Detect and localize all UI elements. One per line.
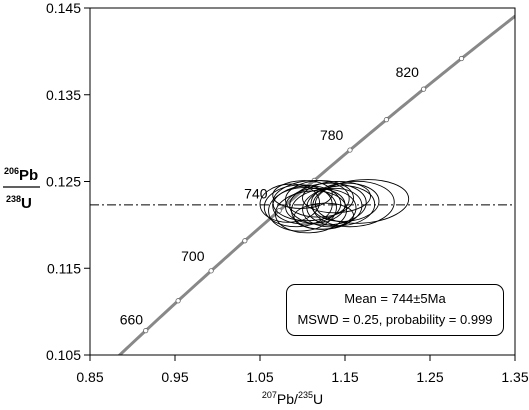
x-tick-label: 1.15 xyxy=(331,369,358,385)
error-ellipse xyxy=(314,179,410,224)
x-tick-label: 1.05 xyxy=(246,369,273,385)
age-label: 660 xyxy=(120,312,144,328)
x-label-sup2: 235 xyxy=(298,390,313,400)
error-ellipse xyxy=(272,185,342,225)
x-tick-label: 0.95 xyxy=(161,369,188,385)
error-ellipse xyxy=(285,180,354,218)
error-ellipse xyxy=(285,187,346,224)
y-tick-label: 0.115 xyxy=(47,260,81,276)
mswd-text: MSWD = 0.25, probability = 0.999 xyxy=(297,312,493,327)
x-label-mid: Pb/ xyxy=(277,391,298,407)
error-ellipse xyxy=(302,181,371,214)
x-tick-label: 0.85 xyxy=(76,369,103,385)
error-ellipse xyxy=(268,187,337,232)
age-label: 780 xyxy=(320,127,344,143)
y-axis-label-denominator: 238U xyxy=(6,194,32,212)
concordia-curve xyxy=(117,14,515,355)
age-marker xyxy=(347,147,353,153)
mean-age-text: Mean = 744±5Ma xyxy=(344,291,446,306)
x-tick-label: 1.25 xyxy=(416,369,443,385)
age-marker xyxy=(383,117,390,123)
age-marker xyxy=(420,86,427,92)
y-tick-label: 0.105 xyxy=(46,347,81,363)
y-axis-label-numerator: 206Pb xyxy=(4,166,38,184)
error-ellipse xyxy=(310,182,380,222)
x-label-end: U xyxy=(313,391,323,407)
y-tick-label: 0.135 xyxy=(46,87,81,103)
age-marker xyxy=(143,328,149,334)
stats-box: Mean = 744±5Ma MSWD = 0.25, probability … xyxy=(286,284,504,336)
axes: 0.85 0.95 1.05 1.15 1.25 1.35 0.105 0.115 0.125 0… xyxy=(46,0,529,385)
error-ellipse xyxy=(293,202,354,230)
x-axis-label: 207Pb/235U xyxy=(262,390,323,407)
x-tick-label: 1.35 xyxy=(501,369,528,385)
age-marker xyxy=(208,268,214,274)
age-marker xyxy=(175,298,181,304)
concordia-curve-group xyxy=(117,14,515,355)
age-marker xyxy=(458,55,465,62)
y-label-den-sup: 238 xyxy=(6,194,21,204)
y-label-num-sup: 206 xyxy=(4,166,19,176)
y-label-num-base: Pb xyxy=(19,167,38,184)
y-tick-label: 0.125 xyxy=(46,174,81,190)
error-ellipse xyxy=(272,180,333,209)
y-label-den-base: U xyxy=(21,195,32,212)
age-label: 820 xyxy=(396,64,420,80)
error-ellipses-group xyxy=(259,179,410,234)
y-tick-label: 0.145 xyxy=(46,0,81,16)
x-label-sup: 207 xyxy=(262,390,277,400)
age-marker xyxy=(242,238,248,244)
age-label: 700 xyxy=(181,248,205,264)
age-label: 740 xyxy=(244,186,268,202)
